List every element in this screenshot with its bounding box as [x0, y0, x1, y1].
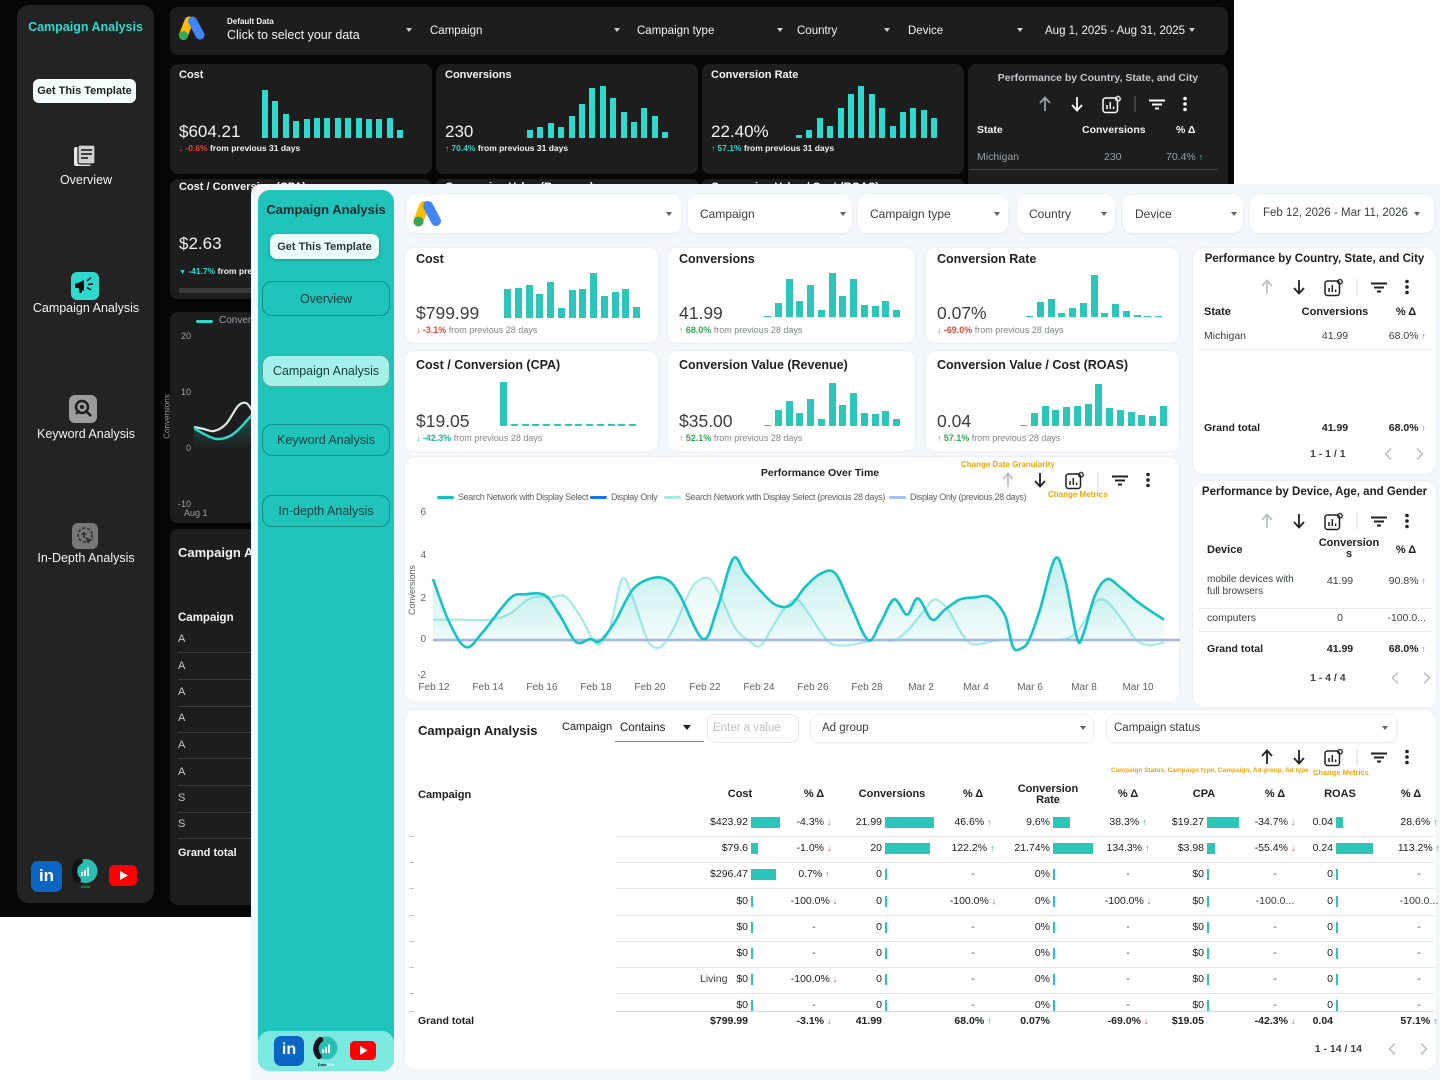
svg-text:DataHub: DataHub	[318, 1062, 335, 1067]
svg-text:clickk: clickk	[81, 885, 91, 889]
